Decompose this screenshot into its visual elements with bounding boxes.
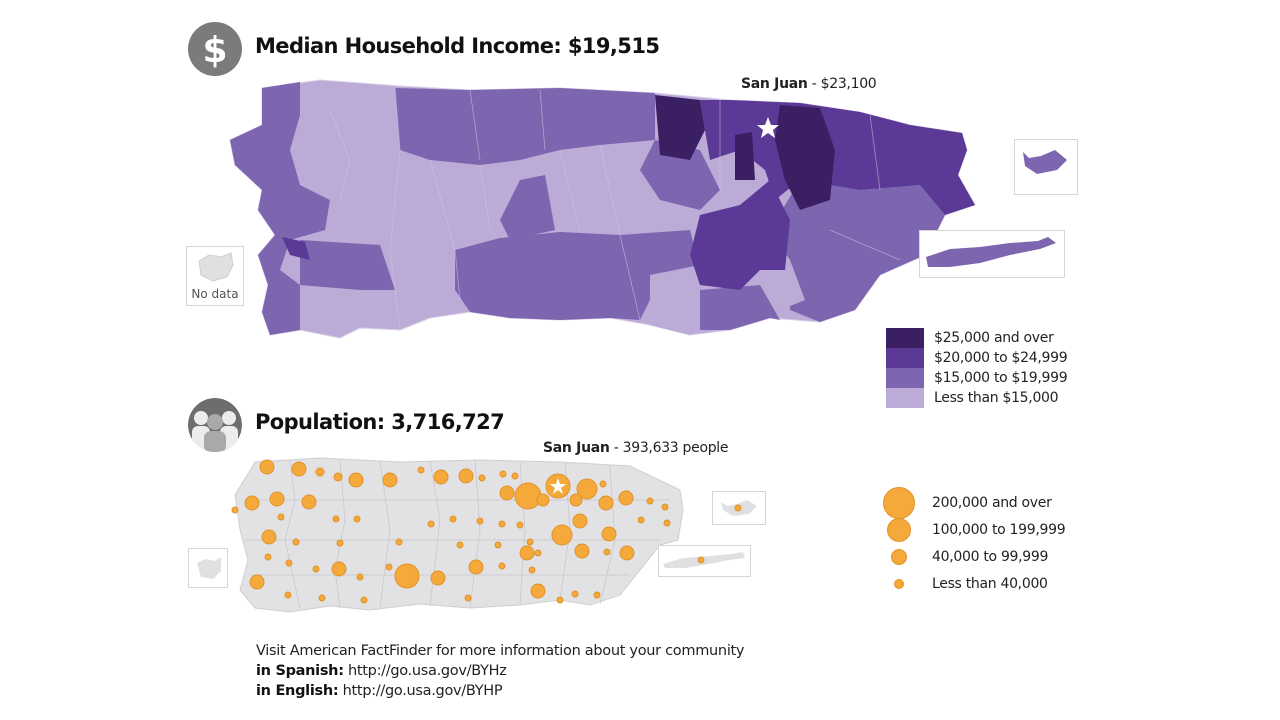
legend-label: 100,000 to 199,999	[932, 521, 1066, 538]
legend-item: $20,000 to $24,999	[886, 348, 1068, 368]
callout-value: - 393,633 people	[609, 440, 729, 456]
no-data-inset-population	[188, 548, 228, 588]
income-map	[229, 79, 976, 339]
no-data-inset: No data	[186, 246, 244, 306]
english-link[interactable]: http://go.usa.gov/BYHP	[338, 683, 503, 699]
legend-label: $20,000 to $24,999	[934, 350, 1068, 366]
footer-english: in English: http://go.usa.gov/BYHP	[256, 681, 744, 701]
income-legend: $25,000 and over $20,000 to $24,999 $15,…	[886, 328, 1068, 408]
english-label: in English:	[256, 683, 339, 699]
legend-item: Less than $15,000	[886, 388, 1067, 408]
no-data-label: No data	[191, 287, 239, 301]
population-legend: 200,000 and over 100,000 to 199,999 40,0…	[882, 486, 1066, 597]
vieques-inset-population	[658, 545, 751, 577]
footer-line1: Visit American FactFinder for more infor…	[256, 643, 745, 659]
population-title: Population: 3,716,727	[255, 410, 505, 434]
legend-label: $25,000 and over	[934, 330, 1054, 346]
island-shape-icon	[198, 252, 234, 282]
income-san-juan-callout: San Juan - $23,100	[741, 76, 877, 92]
svg-text:$: $	[202, 30, 227, 71]
legend-label: 40,000 to 99,999	[932, 548, 1049, 565]
legend-swatch	[886, 348, 924, 368]
people-icon	[188, 398, 242, 452]
legend-item: 100,000 to 199,999	[882, 516, 1066, 543]
legend-item: 200,000 and over	[882, 486, 1065, 519]
legend-swatch	[886, 368, 924, 388]
legend-item: 40,000 to 99,999	[882, 543, 1065, 570]
legend-label: Less than 40,000	[932, 575, 1048, 592]
bubble-swatch	[887, 517, 911, 542]
footer: Visit American FactFinder for more infor…	[256, 641, 745, 701]
legend-item: Less than 40,000	[882, 570, 1065, 597]
spanish-label: in Spanish:	[256, 663, 344, 679]
callout-value: - $23,100	[807, 76, 877, 92]
bubble-swatch	[891, 548, 907, 565]
san-juan-star-icon	[550, 478, 566, 494]
footer-spanish: in Spanish: http://go.usa.gov/BYHz	[256, 661, 744, 681]
callout-city: San Juan	[741, 76, 808, 92]
callout-city: San Juan	[543, 440, 610, 456]
culebra-inset-population	[712, 491, 766, 525]
legend-swatch	[886, 328, 924, 348]
san-juan-star-icon	[757, 117, 779, 138]
legend-swatch	[886, 388, 924, 408]
legend-label: Less than $15,000	[934, 390, 1059, 406]
bubble-swatch	[883, 486, 915, 519]
bubble-swatch	[894, 578, 904, 589]
legend-item: $15,000 to $19,999	[886, 368, 1068, 388]
population-san-juan-callout: San Juan - 393,633 people	[543, 440, 729, 456]
legend-label: $15,000 to $19,999	[934, 370, 1068, 386]
culebra-inset-income	[1014, 139, 1078, 195]
income-title: Median Household Income: $19,515	[255, 34, 660, 58]
vieques-inset-income	[919, 230, 1065, 278]
legend-item: $25,000 and over	[886, 328, 1067, 348]
population-map	[231, 457, 684, 613]
spanish-link[interactable]: http://go.usa.gov/BYHz	[343, 663, 507, 679]
legend-label: 200,000 and over	[932, 494, 1052, 511]
dollar-icon: $	[188, 22, 242, 76]
